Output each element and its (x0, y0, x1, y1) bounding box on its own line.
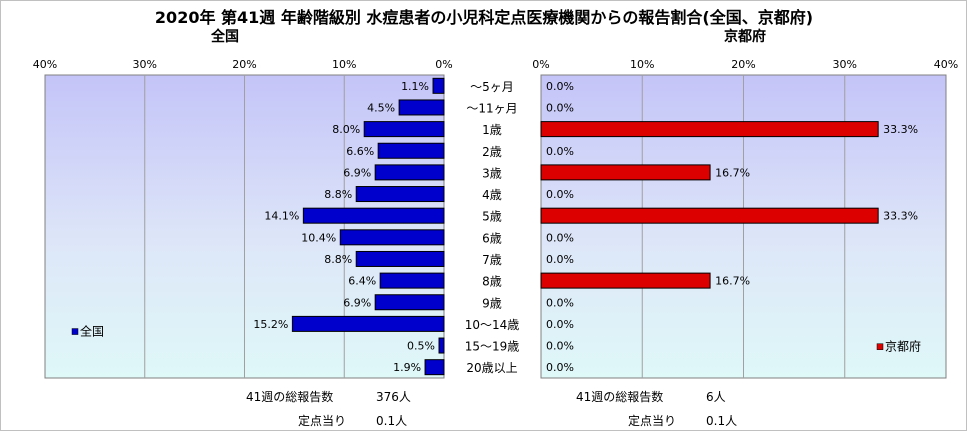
national-value-label: 6.6% (346, 145, 374, 158)
kyoto-value-label: 0.0% (546, 361, 574, 374)
category-label: ～11ヶ月 (466, 101, 517, 115)
kyoto-tick-label: 10% (630, 58, 654, 71)
national-bar (424, 359, 445, 376)
national-bar (438, 337, 445, 354)
category-label: 4歳 (482, 188, 502, 202)
national-bar (302, 207, 445, 224)
national-bar (355, 186, 445, 203)
category-label: ～5ヶ月 (470, 80, 514, 94)
kyoto-bar (540, 272, 711, 289)
national-legend-label: 全国 (80, 324, 104, 339)
national-value-label: 10.4% (301, 231, 336, 244)
kyoto-value-label: 0.0% (546, 318, 574, 331)
kyoto-tick-label: 40% (934, 58, 958, 71)
kyoto-value-label: 0.0% (546, 253, 574, 266)
national-value-label: 4.5% (367, 101, 395, 114)
kyoto-total-value: 6人 (706, 390, 726, 404)
kyoto-bar (540, 121, 879, 138)
national-chart-title: 全国 (211, 29, 239, 45)
national-value-label: 14.1% (264, 210, 299, 223)
kyoto-value-label: 0.0% (546, 145, 574, 158)
kyoto-value-label: 16.7% (715, 275, 750, 288)
national-bar (398, 99, 445, 116)
national-value-label: 1.9% (393, 361, 421, 374)
national-bar (374, 294, 445, 311)
national-bar (339, 229, 445, 246)
national-legend-swatch (71, 328, 79, 335)
chart-title: 2020年 第41週 年齢階級別 水痘患者の小児科定点医療機関からの報告割合(全… (154, 8, 814, 27)
national-value-label: 0.5% (407, 340, 435, 353)
category-label: 3歳 (482, 166, 502, 180)
national-total-label: 41週の総報告数 (246, 390, 334, 404)
kyoto-bar (540, 164, 711, 181)
national-value-label: 6.4% (348, 275, 376, 288)
national-bar (291, 315, 445, 332)
category-label: 7歳 (482, 253, 502, 267)
category-label: 8歳 (482, 275, 502, 289)
national-tick-label: 30% (133, 58, 157, 71)
kyoto-per-label: 定点当り (628, 414, 677, 428)
category-label: 6歳 (482, 231, 502, 245)
national-value-label: 6.9% (343, 296, 371, 309)
kyoto-bar (540, 207, 879, 224)
kyoto-tick-label: 20% (731, 58, 755, 71)
kyoto-value-label: 0.0% (546, 231, 574, 244)
national-value-label: 6.9% (343, 166, 371, 179)
kyoto-chart-title: 京都府 (724, 29, 766, 45)
national-tick-label: 20% (232, 58, 256, 71)
category-label: 10～14歳 (465, 318, 520, 332)
kyoto-value-label: 0.0% (546, 101, 574, 114)
kyoto-tick-label: 30% (833, 58, 857, 71)
category-label: 9歳 (482, 296, 502, 310)
national-value-label: 15.2% (253, 318, 288, 331)
kyoto-value-label: 33.3% (883, 210, 918, 223)
kyoto-value-label: 0.0% (546, 80, 574, 93)
national-value-label: 8.0% (332, 123, 360, 136)
national-value-label: 8.8% (324, 188, 352, 201)
category-label: 5歳 (482, 210, 502, 224)
national-bar (374, 164, 445, 181)
kyoto-per-value: 0.1人 (706, 414, 738, 428)
national-total-value: 376人 (376, 390, 411, 404)
national-value-label: 1.1% (401, 80, 429, 93)
national-bar (432, 77, 445, 94)
kyoto-legend-swatch (876, 343, 884, 350)
national-per-label: 定点当り (298, 414, 347, 428)
kyoto-value-label: 0.0% (546, 296, 574, 309)
national-bar (363, 121, 445, 138)
category-label: 20歳以上 (466, 361, 517, 375)
kyoto-value-label: 0.0% (546, 340, 574, 353)
kyoto-value-label: 33.3% (883, 123, 918, 136)
national-bar (377, 142, 445, 159)
kyoto-legend-label: 京都府 (885, 339, 921, 354)
kyoto-total-label: 41週の総報告数 (576, 390, 664, 404)
kyoto-tick-label: 0% (532, 58, 549, 71)
national-bar (379, 272, 445, 289)
category-label: 15～19歳 (465, 340, 520, 354)
kyoto-value-label: 0.0% (546, 188, 574, 201)
category-label: 2歳 (482, 145, 502, 159)
national-tick-label: 40% (33, 58, 57, 71)
category-label: 1歳 (482, 123, 502, 137)
national-bar (355, 250, 445, 267)
national-per-value: 0.1人 (376, 414, 408, 428)
national-value-label: 8.8% (324, 253, 352, 266)
kyoto-value-label: 16.7% (715, 166, 750, 179)
national-tick-label: 10% (332, 58, 356, 71)
national-tick-label: 0% (435, 58, 452, 71)
